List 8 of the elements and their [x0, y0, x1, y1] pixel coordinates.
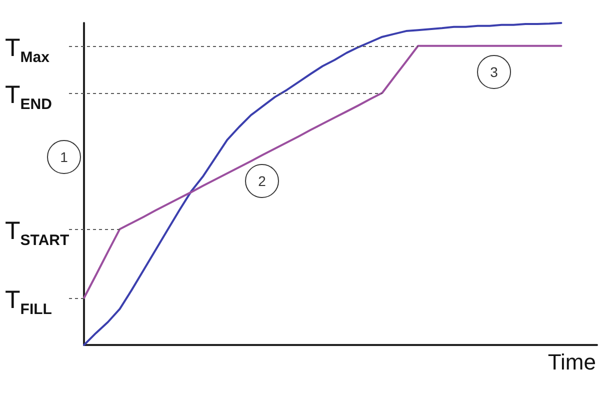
- text: 1: [60, 149, 68, 165]
- x-axis-title: Time: [548, 350, 596, 374]
- annotation: 3: [490, 64, 498, 80]
- ref-line-label: T$_{START}$: [5, 217, 70, 250]
- ref-line-label: T$_{Max}$: [5, 34, 50, 66]
- ref-line-label: T$_{FILL}$: [5, 286, 52, 318]
- annotation: 2: [258, 173, 266, 189]
- ref-line-label: T$_{END}$: [5, 80, 52, 113]
